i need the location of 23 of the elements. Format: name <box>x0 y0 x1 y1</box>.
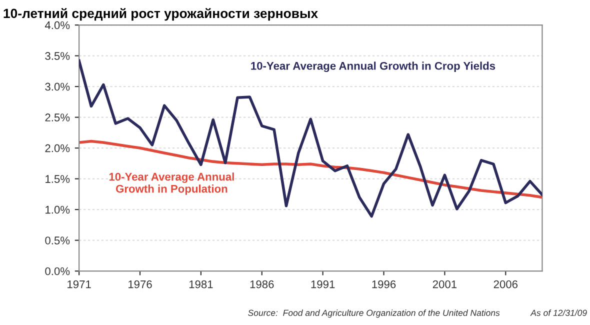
series-label: 10-Year Average Annual Growth in Population <box>109 172 234 195</box>
y-tick-label: 2.0% <box>45 144 70 152</box>
x-tick-label: 2006 <box>494 280 518 288</box>
x-tick-label: 1971 <box>68 280 91 288</box>
line-series <box>79 59 542 218</box>
chart-title: 10-летний средний рост урожайности зерновых <box>4 8 318 21</box>
source-note: Source: Food and Agriculture Organization of the United Nations <box>248 310 500 318</box>
y-tick-label: 3.0% <box>45 82 70 91</box>
y-tick-label: 4.0% <box>44 21 70 30</box>
y-tick-label: 0.5% <box>45 236 70 244</box>
y-tick-label: 1.0% <box>46 206 70 214</box>
x-tick-label: 1991 <box>311 280 335 288</box>
y-tick-label: 3.5% <box>45 52 70 60</box>
y-tick-label: 2.5% <box>45 114 70 122</box>
text: 10-Year Average Annual Growth in Crop Yields <box>251 62 496 72</box>
y-tick-label: 0.0% <box>45 267 70 276</box>
x-tick-label: 1996 <box>372 280 396 288</box>
y-tick-label: 1.5% <box>46 175 70 183</box>
text: As of 12/31/09 <box>530 310 587 316</box>
x-tick-label: 1986 <box>250 280 274 288</box>
x-tick-label: 2001 <box>432 280 457 288</box>
x-tick-label: 1976 <box>128 280 152 288</box>
x-tick-label: 1981 <box>189 280 213 288</box>
